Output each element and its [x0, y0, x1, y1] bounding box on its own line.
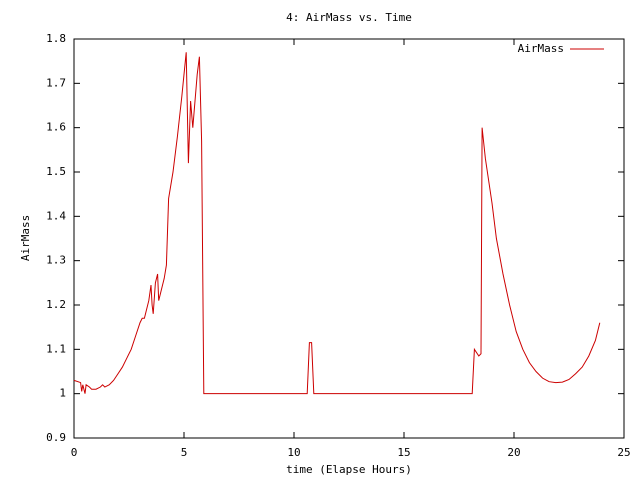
data-line: [73, 52, 601, 395]
y-tick-label: 1.2: [46, 298, 66, 311]
x-tick-label: 10: [287, 446, 300, 459]
chart-title: 4: AirMass vs. Time: [286, 11, 412, 24]
plot-border: [73, 38, 625, 439]
x-tick-label: 15: [397, 446, 410, 459]
y-tick-label: 1.8: [46, 32, 66, 45]
y-tick-label: 1.7: [46, 76, 66, 89]
x-tick-label: 20: [507, 446, 520, 459]
x-tick-label: 25: [617, 446, 630, 459]
y-tick-label: 1.1: [46, 342, 66, 355]
x-tick-label: 5: [181, 446, 188, 459]
y-tick-label: 1.5: [46, 165, 66, 178]
y-tick-label: 1.6: [46, 121, 66, 134]
x-axis-label: time (Elapse Hours): [286, 463, 412, 476]
x-tick-label: 0: [71, 446, 78, 459]
y-tick-label: 1.3: [46, 254, 66, 267]
legend-label: AirMass: [518, 42, 564, 55]
y-tick-label: 1.4: [46, 209, 66, 222]
y-tick-label: 0.9: [46, 431, 66, 444]
y-tick-label: 1: [59, 387, 66, 400]
y-axis-label: AirMass: [19, 215, 32, 261]
